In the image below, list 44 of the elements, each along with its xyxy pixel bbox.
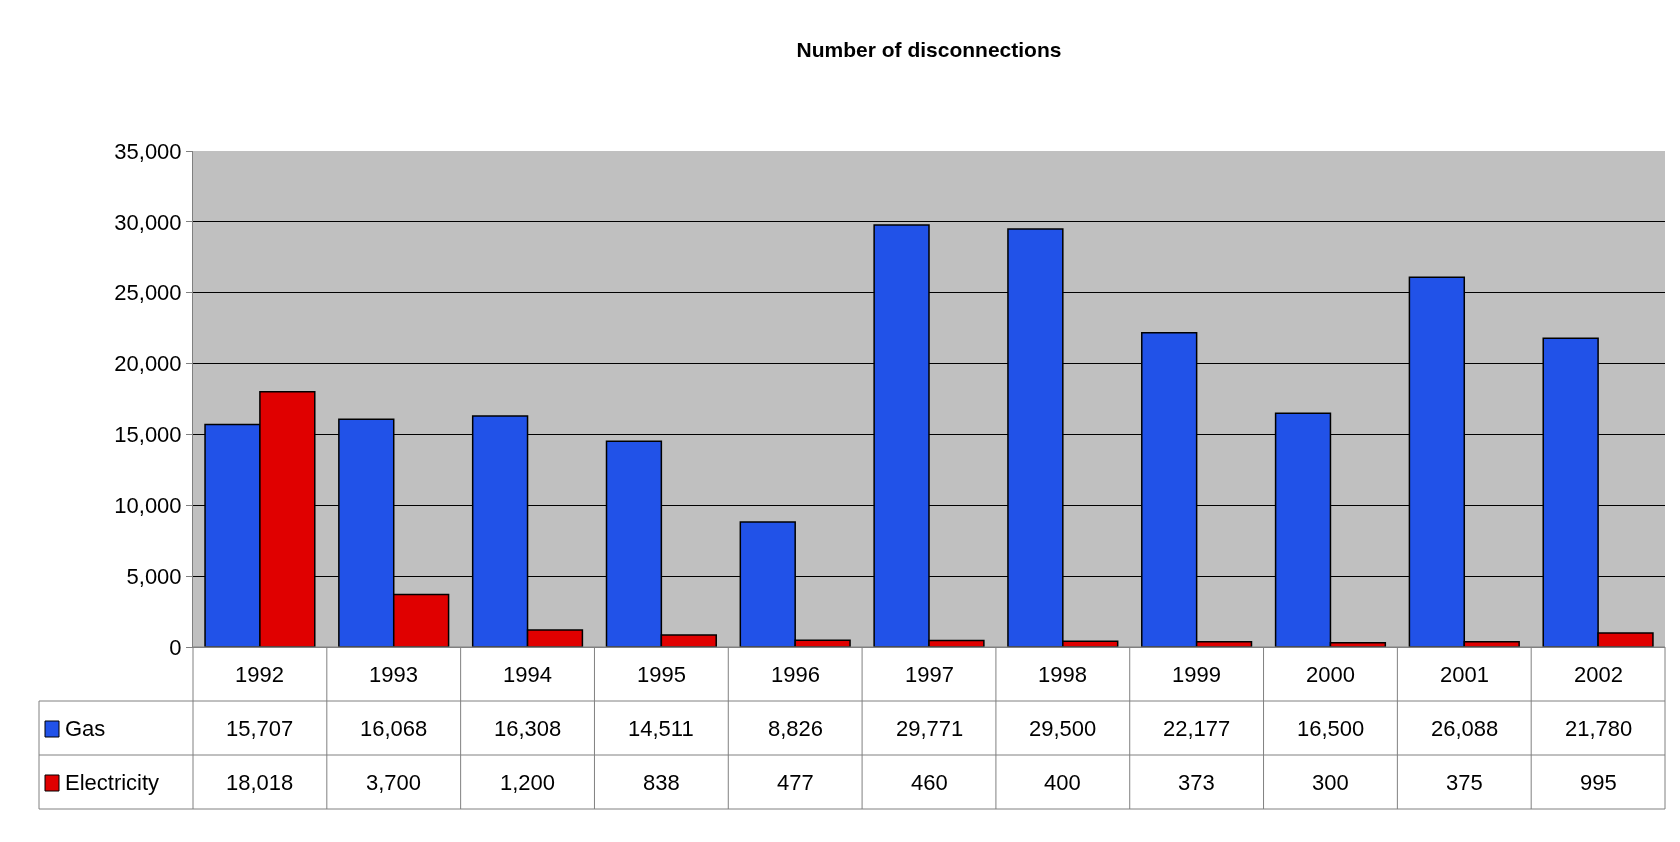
x-tick-label: 1996: [771, 662, 820, 687]
legend-label: Gas: [65, 716, 106, 741]
x-tick-label: 1994: [503, 662, 552, 687]
data-label: 838: [643, 770, 680, 795]
chart-title: Number of disconnections: [796, 38, 1062, 62]
y-tick-label: 30,000: [114, 209, 182, 235]
data-label: 373: [1178, 770, 1215, 795]
data-label: 18,018: [226, 770, 294, 795]
data-label: 22,177: [1163, 716, 1231, 741]
data-label: 16,500: [1297, 716, 1365, 741]
data-label: 460: [911, 770, 948, 795]
data-label: 1,200: [500, 770, 556, 795]
data-label: 29,500: [1029, 716, 1097, 741]
data-label: 15,707: [226, 716, 294, 741]
x-tick-label: 1995: [637, 662, 686, 687]
y-tick-label: 15,000: [114, 422, 182, 448]
y-tick-label: 35,000: [114, 138, 182, 164]
y-tick-label: 25,000: [114, 280, 182, 306]
y-tick-label: 0: [169, 634, 182, 660]
data-label: 477: [777, 770, 814, 795]
data-label: 995: [1580, 770, 1617, 795]
x-tick-label: 1999: [1172, 662, 1221, 687]
x-tick-label: 1993: [369, 662, 418, 687]
x-tick-label: 2001: [1440, 662, 1489, 687]
y-tick-label: 10,000: [114, 492, 182, 518]
y-tick-label: 5,000: [126, 563, 182, 589]
data-label: 29,771: [896, 716, 964, 741]
data-label: 16,308: [494, 716, 562, 741]
x-tick-label: 1997: [905, 662, 954, 687]
data-label: 3,700: [366, 770, 422, 795]
data-label: 8,826: [768, 716, 824, 741]
data-label: 16,068: [360, 716, 428, 741]
x-tick-label: 1998: [1038, 662, 1087, 687]
x-tick-label: 2002: [1574, 662, 1623, 687]
data-label: 400: [1044, 770, 1081, 795]
x-tick-label: 2000: [1306, 662, 1355, 687]
data-label: 300: [1312, 770, 1349, 795]
data-label: 14,511: [628, 716, 694, 741]
legend-label: Electricity: [65, 770, 160, 795]
y-tick-label: 20,000: [114, 351, 182, 377]
x-tick-label: 1992: [235, 662, 284, 687]
data-label: 375: [1446, 770, 1483, 795]
data-label: 26,088: [1431, 716, 1499, 741]
data-label: 21,780: [1565, 716, 1633, 741]
